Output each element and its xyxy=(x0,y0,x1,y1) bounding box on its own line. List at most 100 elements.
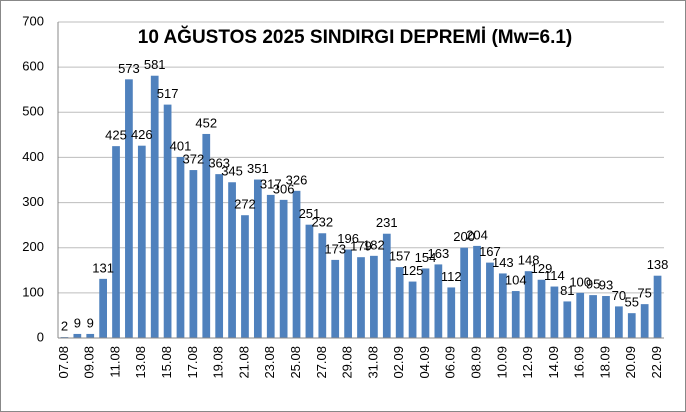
bar xyxy=(163,104,172,339)
x-tick-label: 17.08 xyxy=(185,346,200,379)
bar xyxy=(99,278,107,338)
data-label: 345 xyxy=(221,164,243,179)
data-label: 154 xyxy=(415,250,437,265)
data-label: 232 xyxy=(311,215,333,230)
x-tick-label: 20.09 xyxy=(623,346,638,379)
bar xyxy=(125,79,133,339)
bar xyxy=(627,313,636,338)
bar xyxy=(576,292,585,338)
data-label: 104 xyxy=(505,272,527,287)
x-tick-label: 08.09 xyxy=(468,346,483,379)
data-label: 138 xyxy=(647,257,669,272)
data-label: 125 xyxy=(402,263,424,278)
bar xyxy=(202,133,211,338)
x-tick-label: 19.08 xyxy=(211,346,226,379)
data-label: 9 xyxy=(87,315,94,330)
data-label: 306 xyxy=(273,181,295,196)
data-label: 363 xyxy=(208,156,230,171)
data-label: 148 xyxy=(518,253,540,268)
bar xyxy=(137,145,146,338)
data-label: 75 xyxy=(637,286,651,301)
bar xyxy=(563,301,572,338)
bar xyxy=(266,194,275,338)
data-label: 251 xyxy=(299,206,321,221)
chart-title: 10 AĞUSTOS 2025 SINDIRGI DEPREMİ (Mw=6.1… xyxy=(138,26,573,48)
x-tick-label: 02.09 xyxy=(391,346,406,379)
x-tick-label: 14.09 xyxy=(546,346,561,379)
data-label: 93 xyxy=(599,277,613,292)
x-tick-label: 15.08 xyxy=(159,346,174,379)
x-tick-label: 10.09 xyxy=(494,346,509,379)
data-label: 573 xyxy=(118,61,140,76)
bar xyxy=(589,295,597,338)
bar xyxy=(511,291,520,338)
data-label: 114 xyxy=(544,268,565,283)
data-label: 581 xyxy=(144,57,166,72)
data-label: 182 xyxy=(363,237,385,252)
bar xyxy=(473,245,481,338)
data-label: 112 xyxy=(441,269,462,284)
x-tick-label: 13.08 xyxy=(133,346,148,379)
x-tick-label: 16.09 xyxy=(572,346,587,379)
bar xyxy=(176,156,185,338)
data-label: 70 xyxy=(612,288,626,303)
bar xyxy=(228,182,236,338)
bar xyxy=(73,333,82,338)
x-tick-label: 07.08 xyxy=(56,346,71,379)
bar xyxy=(382,233,391,338)
bar xyxy=(241,215,249,338)
data-label: 452 xyxy=(195,115,217,130)
x-tick-label: 31.08 xyxy=(365,346,380,379)
x-tick-label: 12.09 xyxy=(520,346,535,379)
x-tick-label: 21.08 xyxy=(236,346,251,379)
bar xyxy=(486,262,494,338)
data-label: 272 xyxy=(234,197,256,212)
y-tick-label: 100 xyxy=(22,284,44,299)
y-tick-label: 200 xyxy=(22,239,44,254)
bar xyxy=(292,190,301,338)
data-label: 425 xyxy=(105,128,127,143)
bar xyxy=(112,146,120,338)
data-label: 517 xyxy=(157,86,179,101)
data-label: 179 xyxy=(350,239,372,254)
bar xyxy=(305,224,314,338)
bar xyxy=(357,257,365,338)
bar xyxy=(408,281,417,338)
x-tick-label: 22.09 xyxy=(649,346,664,379)
bar xyxy=(640,304,649,338)
x-tick-label: 04.09 xyxy=(417,346,432,379)
data-label: 372 xyxy=(183,152,205,167)
bar xyxy=(370,255,378,338)
bar xyxy=(215,174,224,338)
x-tick-label: 27.08 xyxy=(314,346,329,379)
bar xyxy=(421,268,430,338)
x-tick-label: 29.08 xyxy=(340,346,355,379)
bar xyxy=(550,286,559,338)
data-label: 157 xyxy=(389,249,411,264)
y-tick-label: 700 xyxy=(22,13,44,28)
data-label: 143 xyxy=(492,255,514,270)
x-tick-label: 25.08 xyxy=(288,346,303,379)
data-label: 326 xyxy=(286,172,308,187)
bar xyxy=(615,306,623,338)
bar xyxy=(150,75,159,338)
bar xyxy=(537,279,546,338)
bar xyxy=(318,233,327,338)
bar xyxy=(434,264,443,338)
x-tick-label: 11.08 xyxy=(107,346,122,378)
bar xyxy=(189,170,198,338)
data-label: 100 xyxy=(569,274,591,289)
bar xyxy=(344,249,352,338)
data-label: 231 xyxy=(376,215,398,230)
data-label: 163 xyxy=(428,246,450,261)
data-label: 426 xyxy=(131,127,153,142)
data-label: 401 xyxy=(170,138,192,153)
y-tick-label: 400 xyxy=(22,149,44,164)
bar xyxy=(331,259,340,338)
bar xyxy=(395,267,404,338)
data-label: 317 xyxy=(260,176,282,191)
bar xyxy=(253,179,262,338)
bar xyxy=(460,247,469,338)
bar xyxy=(447,287,456,338)
x-tick-label: 06.09 xyxy=(443,346,458,379)
